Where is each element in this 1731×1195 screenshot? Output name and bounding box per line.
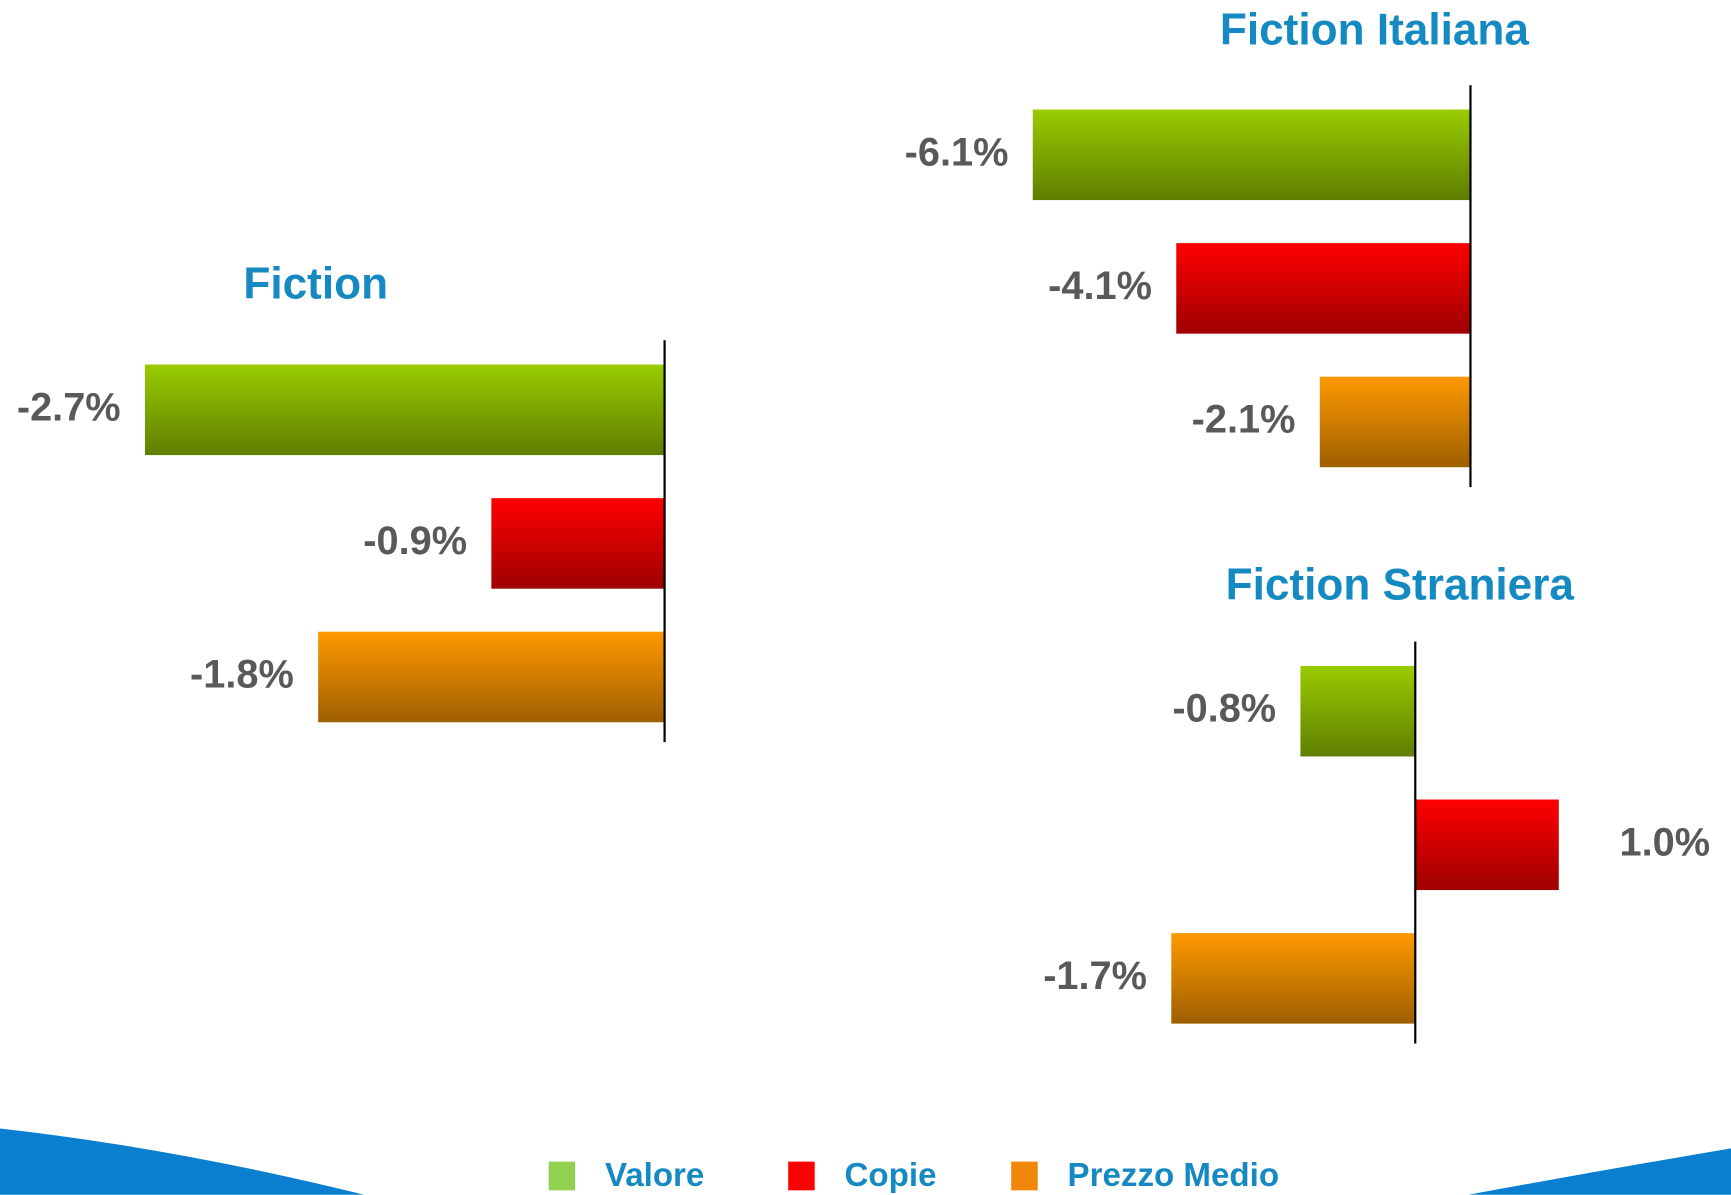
decor-swoosh-left — [0, 1128, 365, 1195]
bar — [1415, 799, 1559, 891]
legend-swatch — [1011, 1161, 1038, 1191]
chart-title: Fiction — [243, 259, 388, 308]
data-label: -1.7% — [1043, 954, 1147, 998]
decor-swoosh-right — [1468, 1148, 1731, 1195]
bar — [1319, 376, 1471, 468]
legend-swatch — [548, 1161, 576, 1191]
legend-swatch — [788, 1161, 815, 1191]
legend-label: Valore — [605, 1157, 704, 1194]
data-label: -1.8% — [190, 652, 294, 696]
bar — [144, 364, 665, 456]
data-label: -0.9% — [363, 519, 467, 563]
bar — [1032, 109, 1471, 201]
data-label: 1.0% — [1620, 820, 1711, 864]
chart-title: Fiction Italiana — [1220, 5, 1529, 54]
bar — [491, 498, 665, 589]
data-label: -2.7% — [17, 385, 121, 429]
bar — [318, 631, 665, 723]
data-label: -6.1% — [905, 130, 1009, 174]
chart-title: Fiction Straniera — [1226, 561, 1575, 610]
legend-label: Prezzo Medio — [1068, 1157, 1280, 1194]
legend-label: Copie — [845, 1157, 937, 1194]
data-label: -4.1% — [1048, 264, 1152, 308]
bar — [1171, 933, 1416, 1024]
data-label: -0.8% — [1172, 687, 1276, 731]
data-label: -2.1% — [1192, 397, 1296, 441]
bar — [1176, 243, 1471, 334]
bar — [1300, 665, 1416, 757]
